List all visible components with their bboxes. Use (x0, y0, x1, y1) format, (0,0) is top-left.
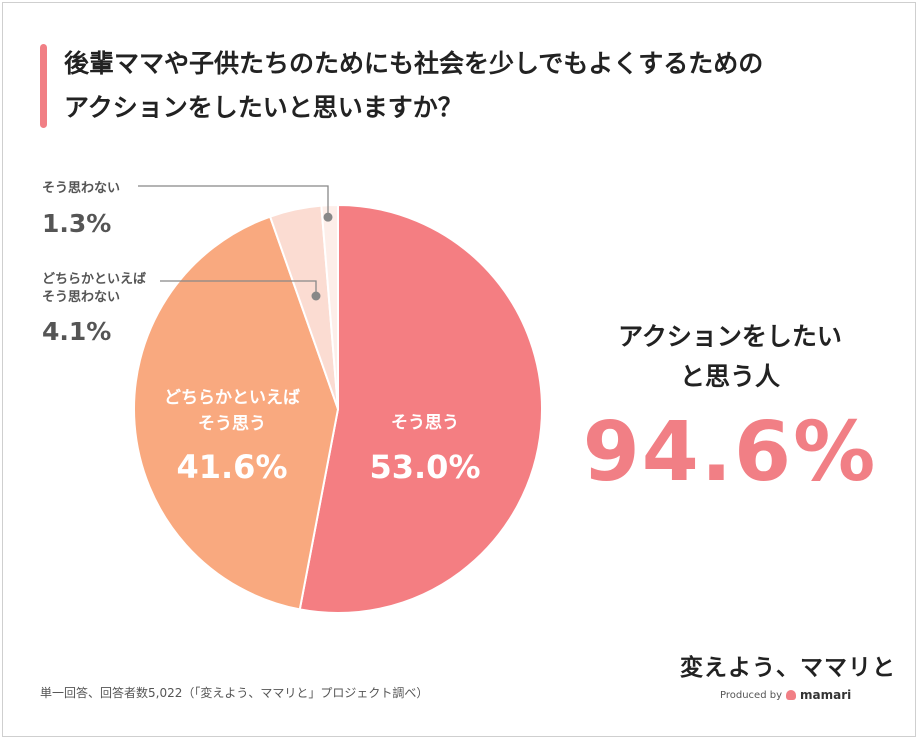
leader-line-disagree (138, 185, 329, 218)
brand-credit: Produced by mamari (720, 688, 851, 702)
summary-percentage: 94.6% (582, 405, 878, 500)
chart-title: 後輩ママや子供たちのためにも社会を少しでもよくするための アクションをしたいと思… (64, 42, 884, 130)
leader-line-somewhat-disagree (160, 280, 317, 296)
slice-value-agree: 53.0% (369, 448, 480, 486)
leader-line-disagree-dot (323, 212, 333, 222)
summary-line-1: アクションをしたい (618, 322, 842, 351)
slice-label-agree: そう思う (391, 413, 459, 433)
slice-label-somewhat-disagree-line1: どちらかといえば (42, 272, 146, 287)
slice-label-disagree: そう思わない (42, 181, 120, 196)
footnote: 単一回答、回答者数5,022（「変えよう、ママリと」プロジェクト調べ） (40, 686, 429, 700)
slice-label-somewhat-disagree-line2: そう思わない (42, 290, 120, 305)
slice-label-somewhat-agree-line1: どちらかといえば (164, 388, 300, 408)
leader-line-somewhat-disagree-dot (311, 291, 321, 301)
title-line-2: アクションをしたいと思いますか？ (64, 93, 463, 122)
slice-label-somewhat-agree-line2: そう思う (198, 414, 266, 434)
slice-value-somewhat-agree: 41.6% (176, 448, 287, 486)
title-accent-bar (40, 44, 47, 128)
mamari-logo-icon (786, 690, 796, 700)
summary-headline: アクションをしたい と思う人 (560, 317, 900, 397)
title-line-1: 後輩ママや子供たちのためにも社会を少しでもよくするための (64, 49, 764, 78)
slice-value-somewhat-disagree: 4.1% (42, 317, 111, 346)
pie-slice-disagree (320, 203, 339, 410)
pie-slice-agree (298, 203, 543, 614)
summary-line-2: と思う人 (679, 362, 780, 391)
mamari-logo-text: mamari (800, 688, 852, 702)
pie-slice-somewhat-agree (133, 215, 340, 611)
slice-value-disagree: 1.3% (42, 209, 111, 238)
produced-by-text: Produced by (720, 689, 782, 701)
brand-name: 変えよう、ママリと (680, 655, 896, 681)
